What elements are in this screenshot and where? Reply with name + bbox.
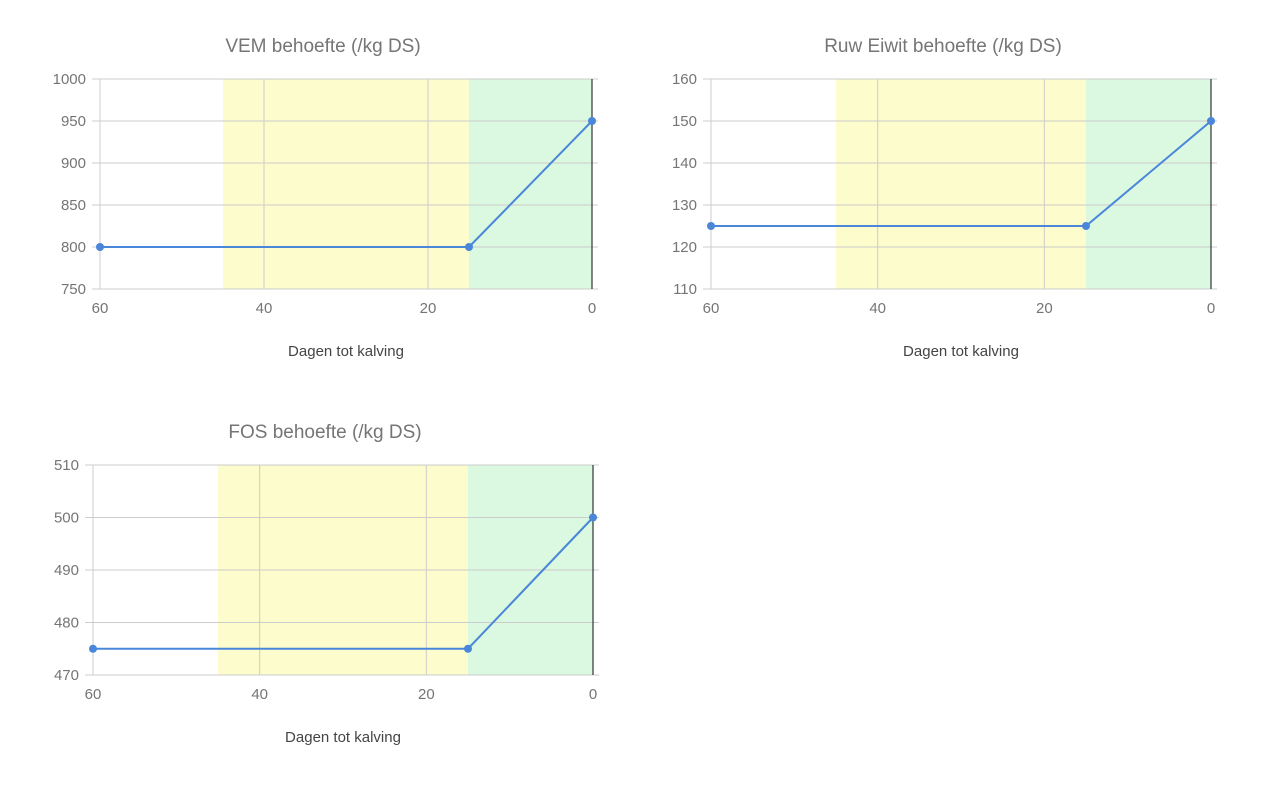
chart-fos-svg: 470 480 490 500 510 60 40 20 0 FOS behoefte (/kg … <box>54 422 599 746</box>
chart-ruw-eiwit-svg: 110 120 130 140 150 160 60 40 20 0 Ruw Eiwit behoe… <box>672 36 1217 360</box>
band-0 <box>836 79 1086 289</box>
x-axis-label: Dagen tot kalving <box>288 343 404 360</box>
data-point <box>465 243 473 251</box>
y-tick-label: 850 <box>61 197 86 214</box>
data-point <box>707 222 715 230</box>
chart-title: FOS behoefte (/kg DS) <box>228 422 421 443</box>
x-tick-label: 20 <box>1036 300 1053 317</box>
y-tick-label: 1000 <box>53 71 86 88</box>
y-tick-label: 140 <box>672 155 697 172</box>
chart-title: VEM behoefte (/kg DS) <box>225 36 420 57</box>
y-tick-label: 150 <box>672 113 697 130</box>
chart-title: Ruw Eiwit behoefte (/kg DS) <box>824 36 1062 57</box>
y-tick-label: 750 <box>61 281 86 298</box>
y-tick-label: 500 <box>54 510 79 527</box>
x-tick-label: 0 <box>588 300 596 317</box>
x-axis-label: Dagen tot kalving <box>285 729 401 746</box>
x-tick-label: 40 <box>256 300 273 317</box>
x-tick-label: 60 <box>92 300 109 317</box>
y-tick-label: 120 <box>672 239 697 256</box>
x-tick-label: 40 <box>251 686 268 703</box>
data-point <box>464 644 472 653</box>
x-tick-label: 0 <box>1207 300 1215 317</box>
x-tick-label: 60 <box>85 686 102 703</box>
chart-vem-svg: 750 800 850 900 950 1000 60 40 20 0 VEM behoefte (… <box>53 36 598 360</box>
x-tick-label: 40 <box>869 300 886 317</box>
data-point <box>89 644 97 653</box>
chart-fos: 470 480 490 500 510 60 40 20 0 FOS behoefte (/kg … <box>0 390 635 781</box>
data-point <box>1082 222 1090 230</box>
x-tick-label: 20 <box>418 686 435 703</box>
y-tick-label: 800 <box>61 239 86 256</box>
chart-ruw-eiwit: 110 120 130 140 150 160 60 40 20 0 Ruw Eiwit behoe… <box>635 0 1270 390</box>
x-tick-label: 60 <box>703 300 720 317</box>
y-tick-label: 480 <box>54 615 79 632</box>
band-0 <box>223 79 469 289</box>
y-tick-label: 110 <box>673 281 697 298</box>
y-tick-label: 470 <box>54 667 79 684</box>
y-tick-label: 510 <box>54 457 79 474</box>
data-point <box>588 117 596 125</box>
data-point <box>96 243 104 251</box>
y-tick-label: 490 <box>54 562 79 579</box>
y-tick-label: 900 <box>61 155 86 172</box>
x-axis-label: Dagen tot kalving <box>903 343 1019 360</box>
y-tick-label: 130 <box>672 197 697 214</box>
data-point <box>1207 117 1215 125</box>
y-tick-label: 160 <box>672 71 697 88</box>
x-tick-label: 0 <box>589 686 597 703</box>
chart-vem: 750 800 850 900 950 1000 60 40 20 0 VEM behoefte (… <box>0 0 635 390</box>
x-tick-label: 20 <box>420 300 437 317</box>
y-tick-label: 950 <box>61 113 86 130</box>
band-1 <box>1086 79 1211 289</box>
data-point <box>589 513 597 522</box>
